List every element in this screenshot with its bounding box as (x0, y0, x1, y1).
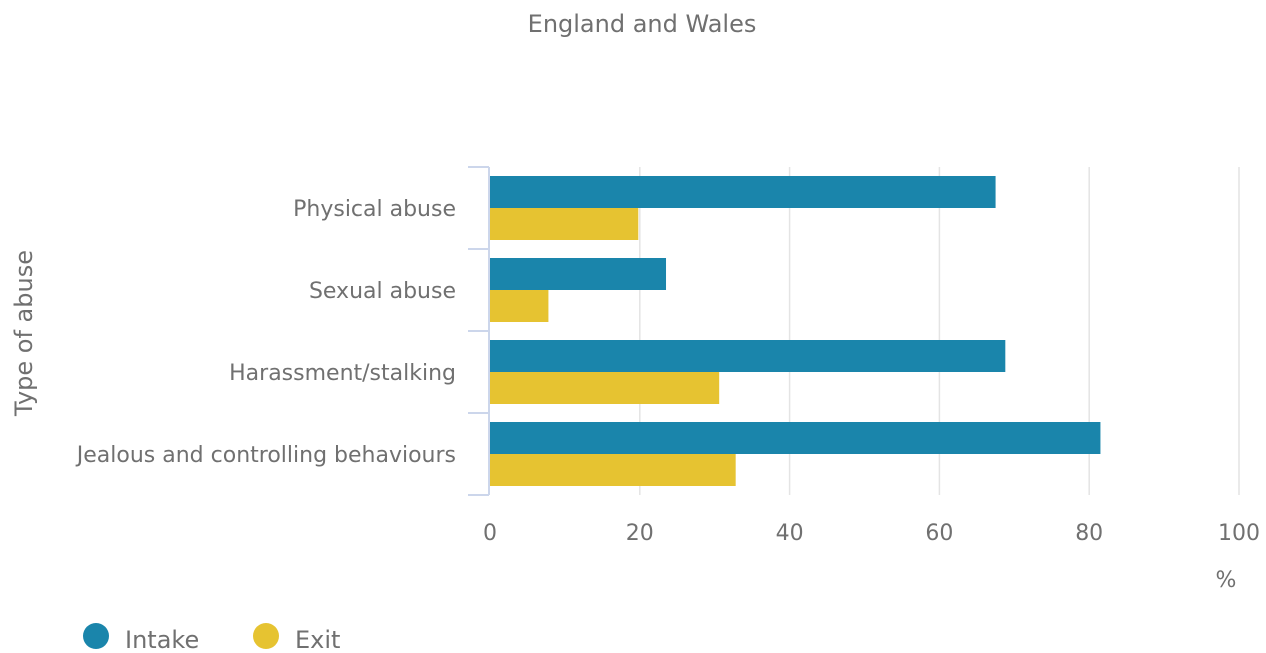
x-axis-ticks: 0 20 40 60 80 100 (483, 521, 1260, 546)
bar-intake-2 (490, 258, 667, 290)
legend: Intake Exit (83, 623, 340, 653)
bars (490, 176, 1101, 486)
bar-exit-3 (490, 372, 720, 404)
x-axis-label: % (1216, 568, 1237, 593)
x-tick-label: 80 (1075, 521, 1103, 546)
legend-item-intake[interactable]: Intake (83, 623, 199, 653)
y-axis-label: Type of abuse (10, 250, 38, 417)
legend-label: Exit (295, 626, 340, 653)
bar-exit-1 (490, 208, 639, 240)
category-label: Harassment/stalking (229, 361, 456, 386)
category-label: Physical abuse (293, 197, 456, 222)
y-axis (468, 166, 490, 496)
category-label: Jealous and controlling behaviours (75, 443, 456, 468)
bar-intake-4 (490, 422, 1101, 454)
chart-title: England and Wales (528, 10, 757, 38)
bar-exit-2 (490, 290, 549, 322)
legend-swatch (83, 623, 109, 649)
x-tick-label: 0 (483, 521, 497, 546)
legend-label: Intake (125, 626, 199, 653)
bar-exit-4 (490, 454, 736, 486)
bar-intake-3 (490, 340, 1006, 372)
legend-item-exit[interactable]: Exit (253, 623, 340, 653)
x-tick-label: 100 (1218, 521, 1260, 546)
category-labels: Physical abuse Sexual abuse Harassment/sta… (75, 197, 456, 468)
legend-swatch (253, 623, 279, 649)
x-tick-label: 40 (776, 521, 804, 546)
bar-intake-1 (490, 176, 996, 208)
category-label: Sexual abuse (309, 279, 456, 304)
x-tick-label: 60 (925, 521, 953, 546)
x-tick-label: 20 (626, 521, 654, 546)
